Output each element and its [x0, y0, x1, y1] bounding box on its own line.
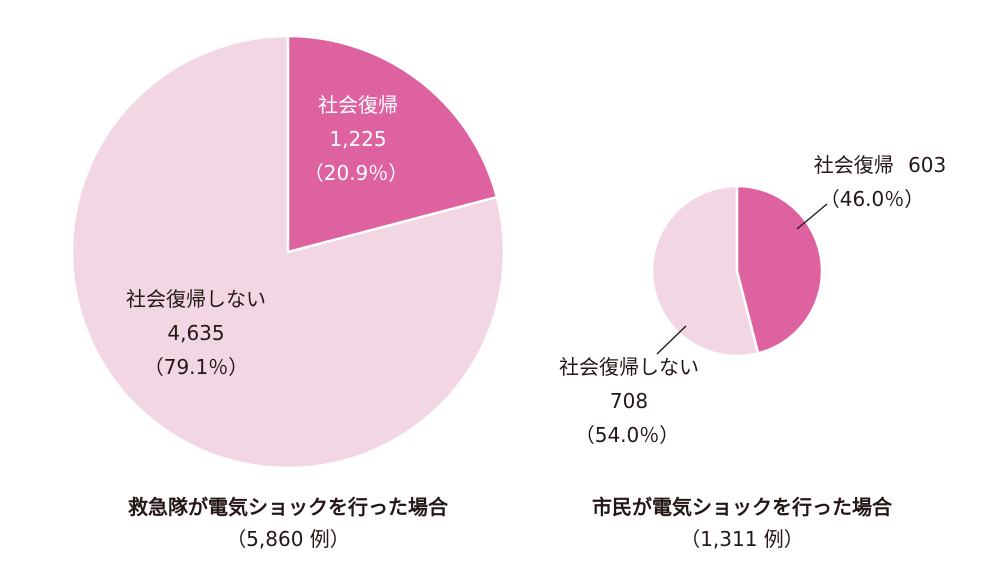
citizen-return-count: 603: [908, 153, 946, 177]
ems-chart-title: 救急隊が電気ショックを行った場合: [128, 495, 449, 519]
citizen-no-return-leader-line: [656, 325, 687, 355]
ems-no-return-count: 4,635: [167, 321, 224, 345]
ems-no-return-label: 社会復帰しない: [126, 287, 266, 311]
citizen-no-return-percent: （54.0％）: [575, 423, 680, 447]
citizen-return-leader-line: [796, 203, 828, 230]
ems-return-label: 社会復帰: [318, 93, 398, 117]
ems-no-return-percent: （79.1％）: [144, 355, 249, 379]
ems-return-percent: （20.9％）: [304, 161, 409, 185]
citizen-return-label: 社会復帰: [814, 153, 894, 177]
ems-return-count: 1,225: [329, 127, 386, 151]
ems-pie-chart: 社会復帰 1,225 （20.9％） 社会復帰しない 4,635 （79.1％）…: [70, 34, 506, 551]
citizen-return-label-line: 社会復帰 603: [814, 153, 947, 177]
citizen-chart-title: 市民が電気ショックを行った場合: [592, 495, 893, 519]
citizen-return-slice: [735, 184, 824, 355]
ems-return-slice: [286, 34, 499, 254]
citizen-pie-chart: 社会復帰 603 （46.0％） 社会復帰しない 708 （54.0％） 市民が…: [559, 153, 946, 551]
citizen-no-return-label: 社会復帰しない: [559, 355, 699, 379]
citizen-chart-case-count: （1,311 例）: [680, 527, 804, 551]
ems-chart-case-count: （5,860 例）: [226, 527, 350, 551]
citizen-return-percent: （46.0％）: [820, 187, 925, 211]
citizen-no-return-count: 708: [610, 389, 648, 413]
citizen-no-return-slice: [650, 184, 760, 358]
